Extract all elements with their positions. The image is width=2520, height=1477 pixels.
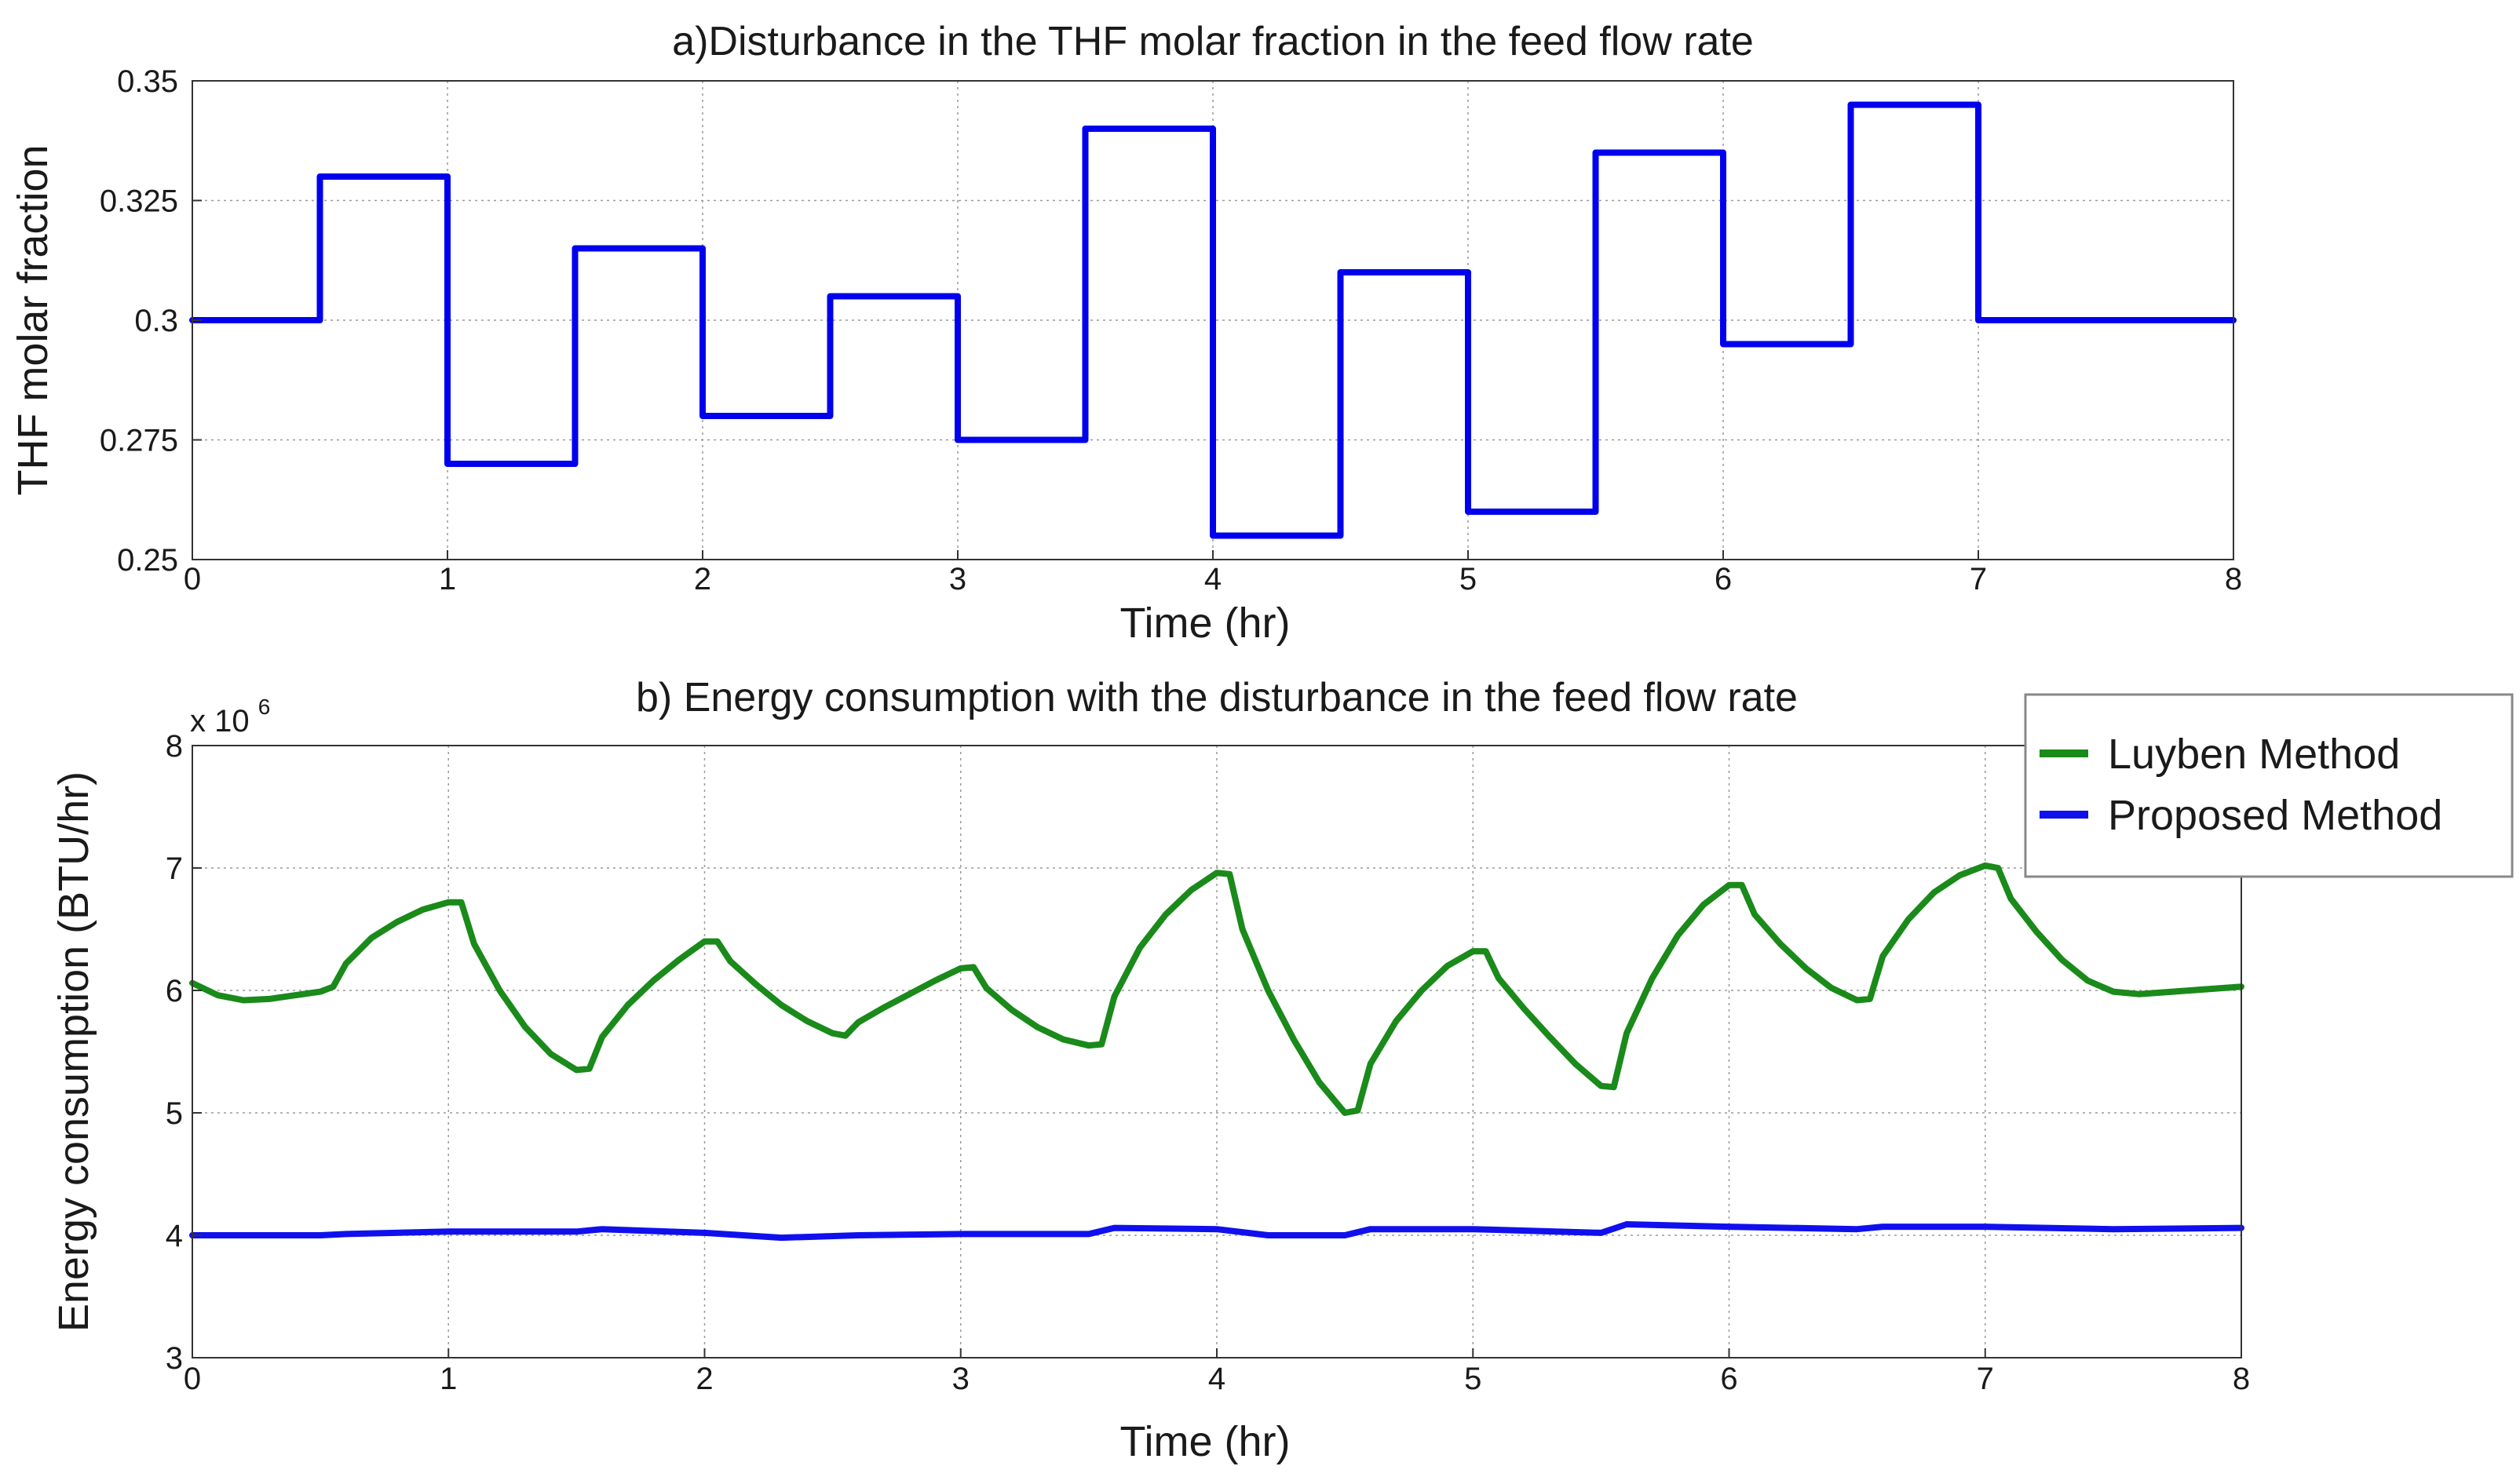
x-axis-label-a: Time (hr) bbox=[1120, 600, 1291, 647]
y-tick-label: 5 bbox=[166, 1096, 183, 1131]
x-tick-label: 4 bbox=[1204, 562, 1222, 596]
legend-box bbox=[2024, 693, 2514, 878]
y-tick-label: 3 bbox=[166, 1341, 183, 1376]
x-tick-label: 7 bbox=[1977, 1362, 1994, 1396]
series-line-luyben-method bbox=[189, 862, 2244, 1116]
x-tick-label: 8 bbox=[2233, 1362, 2250, 1396]
series-line-thf-molar-fraction bbox=[189, 101, 2237, 539]
y-tick-label: 0.275 bbox=[100, 424, 178, 458]
legend-label-proposed: Proposed Method bbox=[2108, 792, 2442, 839]
series-layer-b bbox=[189, 862, 2244, 1242]
x-axis-label-b: Time (hr) bbox=[1120, 1418, 1291, 1465]
y-multiplier-b: x 10 6 bbox=[190, 695, 270, 738]
x-tick-label: 7 bbox=[1970, 562, 1987, 596]
y-axis-label-b: Energy consumption (BTU/hr) bbox=[50, 771, 97, 1332]
y-tick-label: 0.3 bbox=[134, 304, 178, 338]
x-tick-label: 2 bbox=[694, 562, 711, 596]
series-line-proposed-method bbox=[189, 1221, 2244, 1242]
chart-b: 0 1 2 3 4 5 6 7 8 3 4 5 6 7 8 b) Energy consumption wi… bbox=[50, 675, 2250, 1465]
y-axis-label-a: THF molar fraction bbox=[9, 144, 57, 495]
x-tick-label: 0 bbox=[184, 1362, 201, 1396]
legend: Luyben Method Proposed Method bbox=[2024, 693, 2514, 878]
series-layer-a bbox=[189, 101, 2237, 539]
y-multiplier-base: x 10 bbox=[190, 704, 250, 738]
x-tick-label: 2 bbox=[696, 1362, 713, 1396]
x-tick-label: 0 bbox=[184, 562, 201, 596]
x-tick-label: 1 bbox=[440, 1362, 457, 1396]
legend-label-luyben: Luyben Method bbox=[2108, 731, 2400, 778]
chart-title-a: a)Disturbance in the THF molar fraction … bbox=[672, 19, 1754, 64]
plot-area-b bbox=[192, 746, 2241, 1358]
ticks-b: 0 1 2 3 4 5 6 7 8 3 4 5 6 7 8 bbox=[166, 729, 2250, 1396]
x-tick-label: 8 bbox=[2225, 562, 2242, 596]
x-tick-label: 6 bbox=[1715, 562, 1732, 596]
x-tick-label: 5 bbox=[1464, 1362, 1481, 1396]
x-tick-label: 5 bbox=[1459, 562, 1477, 596]
y-multiplier-exponent: 6 bbox=[258, 695, 271, 719]
x-tick-label: 3 bbox=[952, 1362, 970, 1396]
y-tick-label: 6 bbox=[166, 974, 183, 1008]
x-tick-label: 6 bbox=[1720, 1362, 1737, 1396]
chart-a: 0 1 2 3 4 5 6 7 8 0.25 0.275 0.3 0.325 0.35 a)Disturb… bbox=[9, 19, 2242, 647]
y-tick-label: 0.35 bbox=[117, 64, 178, 99]
chart-title-b: b) Energy consumption with the disturban… bbox=[636, 675, 1798, 720]
y-tick-label: 7 bbox=[166, 852, 183, 886]
y-tick-label: 0.325 bbox=[100, 184, 178, 219]
y-tick-label: 8 bbox=[166, 729, 183, 764]
x-tick-label: 4 bbox=[1208, 1362, 1225, 1396]
y-tick-label: 0.25 bbox=[117, 543, 178, 578]
ticks-a: 0 1 2 3 4 5 6 7 8 0.25 0.275 0.3 0.325 0.35 bbox=[100, 64, 2242, 596]
x-tick-label: 3 bbox=[949, 562, 966, 596]
y-tick-label: 4 bbox=[166, 1219, 183, 1253]
x-tick-label: 1 bbox=[439, 562, 456, 596]
